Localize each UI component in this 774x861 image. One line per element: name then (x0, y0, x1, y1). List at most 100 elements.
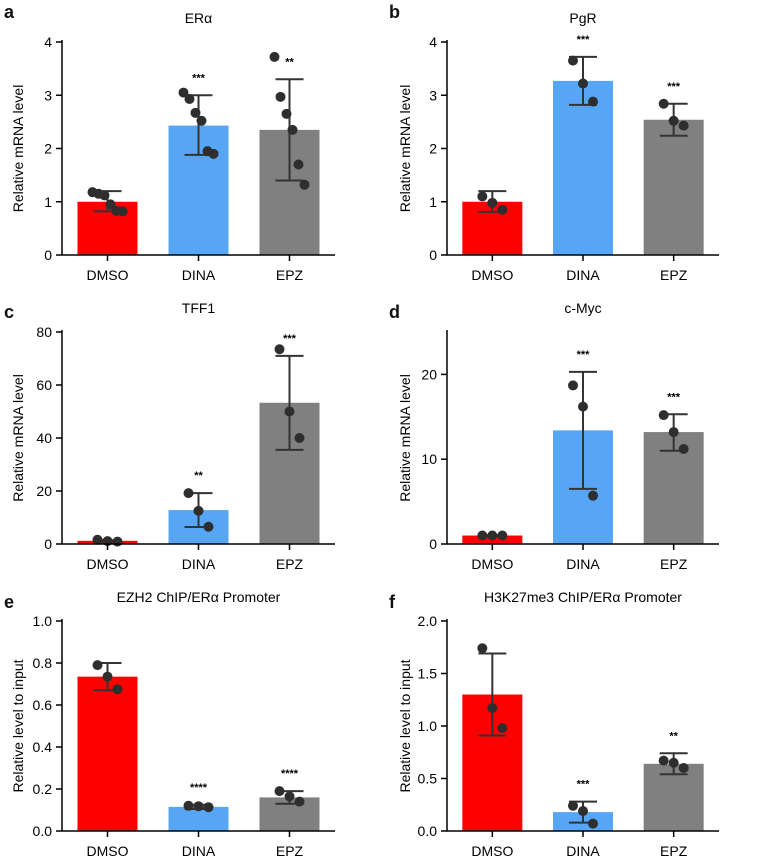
x-tick-label: DMSO (471, 556, 513, 572)
data-point (578, 78, 588, 89)
panel-letter-e: e (4, 592, 15, 612)
data-point (487, 703, 498, 714)
y-tick-label: 2 (429, 141, 437, 157)
panel-letter-a: a (4, 2, 15, 22)
data-point (293, 159, 304, 170)
chart-panel-d: c-Myc Relative mRNA level *** *** 0 10 20 DMSO D… (397, 300, 719, 572)
y-tick-label: 0 (44, 247, 52, 263)
y-axis-label: Relative mRNA level (397, 85, 413, 213)
data-point (193, 505, 204, 516)
y-tick-label: 20 (36, 483, 52, 499)
y-tick-label: 20 (421, 366, 437, 382)
x-tick-label: DINA (566, 556, 600, 572)
significance-label: *** (192, 72, 206, 84)
significance-label: *** (577, 349, 591, 361)
data-point (658, 755, 669, 766)
panel-letter-d: d (389, 302, 400, 322)
data-point (658, 98, 669, 109)
data-point (284, 791, 295, 802)
bar-dina (553, 80, 613, 255)
data-point (92, 660, 103, 671)
y-tick-label: 1 (429, 194, 437, 210)
data-point (497, 204, 508, 215)
y-axis-label: Relative mRNA level (10, 85, 26, 213)
data-point (183, 488, 194, 499)
significance-label: **** (190, 782, 208, 794)
data-point (294, 796, 305, 807)
data-point (568, 380, 578, 391)
data-point (178, 87, 189, 98)
y-tick-label: 2.0 (418, 613, 438, 629)
y-tick-label: 0.6 (33, 697, 53, 713)
data-point (497, 530, 508, 541)
significance-label: *** (283, 333, 297, 345)
data-point (668, 757, 679, 768)
data-point (274, 786, 285, 797)
panel-d: d c-Myc Relative mRNA level *** *** 0 10 20 DMS… (387, 285, 774, 575)
y-axis-label: Relative level to input (10, 659, 26, 792)
y-tick-label: 2 (44, 141, 52, 157)
y-tick-label: 0 (429, 247, 437, 263)
data-point (117, 206, 128, 217)
chart-panel-b: PgR Relative mRNA level *** *** 0 1 2 3 4 DMSO DIN… (397, 10, 719, 283)
chart-title: TFF1 (182, 300, 216, 316)
y-tick-label: 1 (44, 194, 52, 210)
data-point (184, 93, 195, 104)
panel-letter-f: f (389, 592, 395, 612)
data-point (477, 191, 488, 202)
y-tick-label: 1.0 (33, 613, 53, 629)
data-point (99, 190, 110, 201)
data-point (678, 120, 689, 131)
significance-label: *** (577, 779, 591, 791)
x-tick-label: DMSO (87, 556, 129, 572)
data-point (203, 521, 214, 532)
significance-label: **** (281, 768, 299, 780)
data-point (281, 108, 292, 119)
x-tick-label: DMSO (471, 843, 513, 856)
x-tick-label: DINA (566, 843, 600, 856)
chart-title: EZH2 ChIP/ERα Promoter (117, 589, 281, 605)
data-point (588, 490, 598, 501)
y-tick-label: 0.5 (418, 771, 438, 787)
x-tick-label: EPZ (276, 267, 304, 283)
y-tick-label: 0.0 (33, 823, 53, 839)
panel-a: a ERα Relative mRNA level *** ** 0 1 2 3 4 DMSO DI… (0, 0, 387, 285)
x-tick-label: EPZ (660, 267, 688, 283)
y-axis-label: Relative level to input (397, 659, 413, 792)
chart-panel-f: H3K27me3 ChIP/ERα Promoter Relative level… (397, 589, 719, 859)
data-point (190, 107, 201, 118)
significance-label: ** (194, 470, 203, 482)
data-point (568, 800, 578, 811)
y-tick-label: 0 (44, 536, 52, 552)
y-tick-label: 60 (36, 377, 52, 393)
chart-title: c-Myc (564, 300, 601, 316)
y-tick-label: 0.2 (33, 781, 53, 797)
panel-f: f H3K27me3 ChIP/ERα Promoter Relative lev… (387, 575, 774, 859)
y-axis-label: Relative mRNA level (397, 374, 413, 502)
panel-e: e EZH2 ChIP/ERα Promoter Relative level t… (0, 575, 387, 859)
data-point (269, 51, 280, 62)
data-point (578, 806, 588, 817)
data-point (274, 344, 285, 355)
y-tick-label: 3 (44, 87, 52, 103)
bar-epz (643, 119, 704, 256)
data-point (112, 536, 123, 547)
y-axis-label: Relative mRNA level (10, 374, 26, 502)
y-tick-label: 80 (36, 324, 52, 340)
data-point (497, 723, 508, 734)
chart-panel-e: EZH2 ChIP/ERα Promoter Relative level to … (10, 589, 335, 859)
data-point (578, 401, 588, 412)
significance-label: *** (667, 81, 681, 93)
x-tick-label: DINA (566, 267, 600, 283)
data-point (678, 763, 689, 773)
data-point (275, 91, 286, 102)
chart-title: ERα (185, 10, 213, 26)
y-tick-label: 4 (429, 34, 437, 50)
y-tick-label: 0.0 (418, 823, 438, 839)
significance-label: *** (577, 34, 591, 46)
data-point (668, 115, 679, 126)
y-tick-label: 0 (429, 536, 437, 552)
data-point (588, 818, 598, 829)
x-tick-label: DMSO (471, 267, 513, 283)
